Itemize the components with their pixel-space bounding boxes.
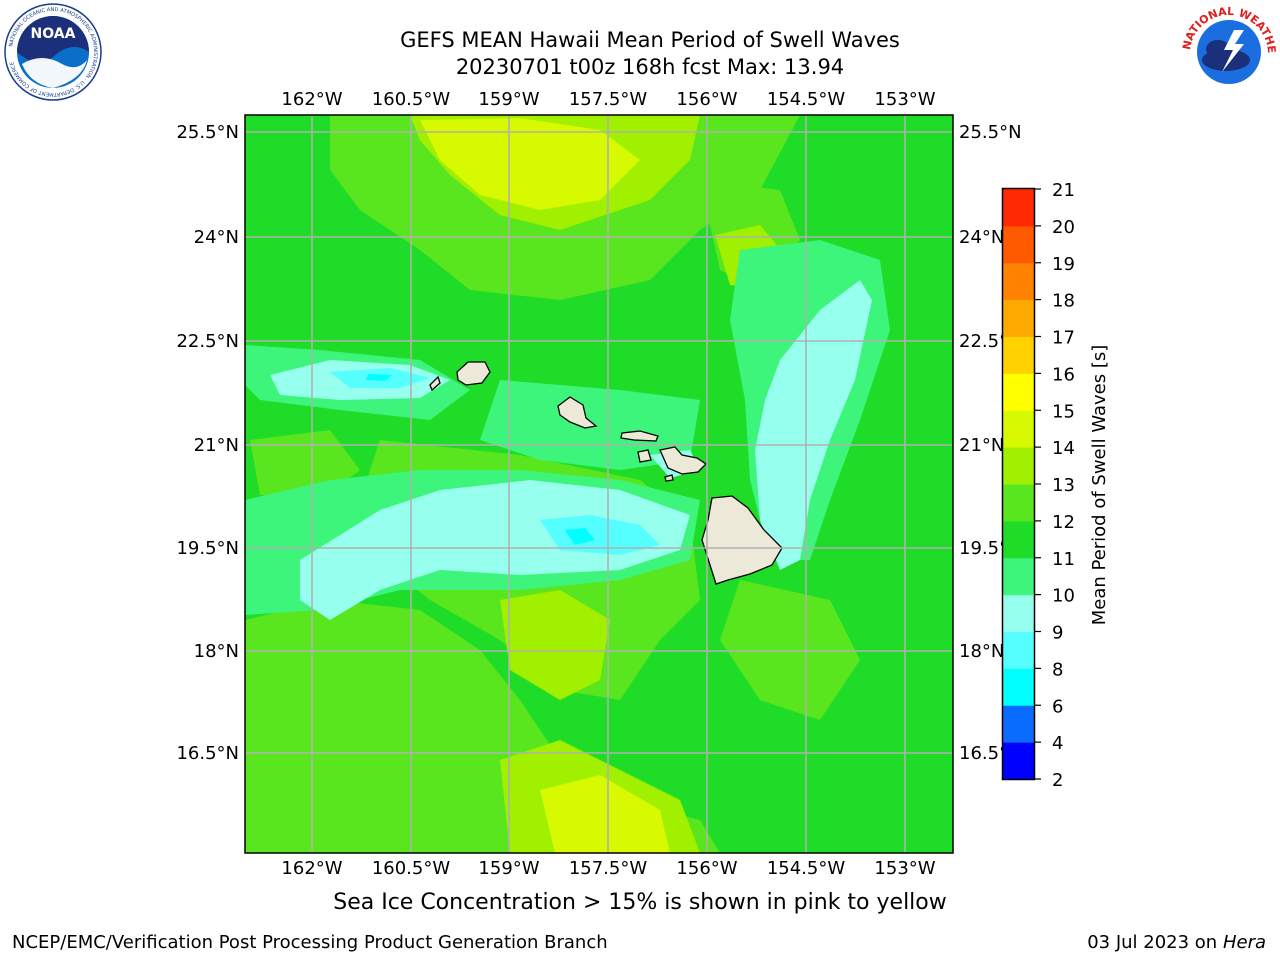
footer-host: Hera <box>1222 932 1266 953</box>
colorbar-band <box>1003 705 1034 743</box>
lat-tick-left: 24°N <box>194 227 239 248</box>
lon-tick-top: 157.5°W <box>569 89 648 110</box>
lat-tick-left: 25.5°N <box>176 122 239 143</box>
colorbar-tick-label: 18 <box>1052 291 1075 312</box>
colorbar-band <box>1003 520 1034 559</box>
colorbar-band <box>1003 484 1034 522</box>
lon-tick-top: 159°W <box>478 89 539 110</box>
island-oahu <box>557 396 598 429</box>
island-niihau <box>429 375 441 392</box>
lat-tick-left: 19.5°N <box>176 538 239 559</box>
colorbar-tick-label: 8 <box>1052 659 1063 680</box>
lat-tick-right: 25.5°N <box>959 122 1022 143</box>
colorbar-band <box>1003 336 1034 374</box>
lat-tick-left: 21°N <box>194 435 239 456</box>
island-hawaii <box>701 495 783 585</box>
colorbar-band <box>1003 447 1034 485</box>
map-title: GEFS MEAN Hawaii Mean Period of Swell Wa… <box>400 28 900 52</box>
swell-period-field <box>245 115 953 853</box>
lon-tick-top: 154.5°W <box>767 89 846 110</box>
colorbar-band <box>1003 225 1034 264</box>
colorbar-tick-label: 20 <box>1052 217 1075 238</box>
lon-tick-top: 162°W <box>281 89 342 110</box>
noaa-logo: NOAA NATIONAL OCEANIC AND ATMOSPHERIC AD… <box>2 2 104 106</box>
lon-tick-bottom: 162°W <box>281 858 342 879</box>
island-kahoolawe <box>664 474 674 482</box>
footer-credit: NCEP/EMC/Verification Post Processing Pr… <box>12 932 608 953</box>
island-molokai <box>620 430 659 442</box>
colorbar-tick-label: 11 <box>1052 549 1075 570</box>
lat-tick-left: 22.5°N <box>176 331 239 352</box>
colorbar-tick-label: 15 <box>1052 401 1075 422</box>
colorbar-band <box>1003 557 1034 596</box>
colorbar-tick-label: 16 <box>1052 364 1075 385</box>
colorbar-band <box>1003 594 1034 632</box>
colorbar-tick-label: 21 <box>1052 180 1075 201</box>
map-subtitle-forecast: 20230701 t00z 168h fcst Max: 13.94 <box>455 55 845 79</box>
island-kauai <box>456 361 491 386</box>
lon-tick-top: 153°W <box>874 89 935 110</box>
colorbar-band <box>1003 631 1034 669</box>
lon-tick-bottom: 153°W <box>874 858 935 879</box>
colorbar-tick-label: 12 <box>1052 512 1075 533</box>
hawaiian-islands <box>429 361 783 585</box>
colorbar-tick-label: 17 <box>1052 328 1075 349</box>
island-maui <box>659 446 708 475</box>
colorbar-band <box>1003 668 1034 706</box>
colorbar-tick-label: 6 <box>1052 696 1063 717</box>
colorbar-tick-label: 2 <box>1052 770 1063 791</box>
svg-text:NOAA: NOAA <box>31 26 76 42</box>
colorbar-band <box>1003 189 1034 227</box>
colorbar-band <box>1003 262 1034 301</box>
colorbar-label: Mean Period of Swell Waves [s] <box>1089 345 1110 626</box>
map-frame <box>244 114 954 854</box>
lat-tick-left: 18°N <box>194 641 239 662</box>
colorbar <box>1003 189 1034 780</box>
lon-tick-bottom: 160.5°W <box>372 858 451 879</box>
colorbar-band <box>1003 742 1034 780</box>
colorbar-band <box>1003 299 1034 337</box>
lat-tick-left: 16.5°N <box>176 743 239 764</box>
lon-tick-bottom: 154.5°W <box>767 858 846 879</box>
lon-tick-bottom: 159°W <box>478 858 539 879</box>
nws-logo: NATIONAL WEATHER SERVICE <box>1174 0 1280 106</box>
lon-tick-bottom: 157.5°W <box>569 858 648 879</box>
colorbar-band <box>1003 410 1034 448</box>
colorbar-frame <box>1001 187 1036 781</box>
colorbar-tick-label: 14 <box>1052 438 1075 459</box>
lat-tick-right: 24°N <box>959 227 1004 248</box>
colorbar-tick-label: 4 <box>1052 733 1063 754</box>
colorbar-tick-label: 19 <box>1052 254 1075 275</box>
graticule <box>245 115 953 853</box>
lon-tick-top: 156°W <box>676 89 737 110</box>
colorbar-tick-label: 13 <box>1052 475 1075 496</box>
lon-tick-bottom: 156°W <box>676 858 737 879</box>
colorbar-tick-label: 9 <box>1052 623 1063 644</box>
sea-ice-note: Sea Ice Concentration > 15% is shown in … <box>333 890 947 915</box>
island-lanai <box>637 449 652 463</box>
colorbar-ticks: 2 4 6 8 9 10 11 12 13 14 15 16 17 18 19 20 21 <box>1035 180 1075 791</box>
colorbar-band <box>1003 373 1034 411</box>
lat-tick-right: 18°N <box>959 641 1004 662</box>
lon-tick-top: 160.5°W <box>372 89 451 110</box>
colorbar-tick-label: 10 <box>1052 586 1075 607</box>
lat-tick-right: 21°N <box>959 435 1004 456</box>
footer-date-text: 03 Jul 2023 on <box>1087 932 1223 953</box>
footer-date: 03 Jul 2023 on Hera <box>1087 932 1266 953</box>
